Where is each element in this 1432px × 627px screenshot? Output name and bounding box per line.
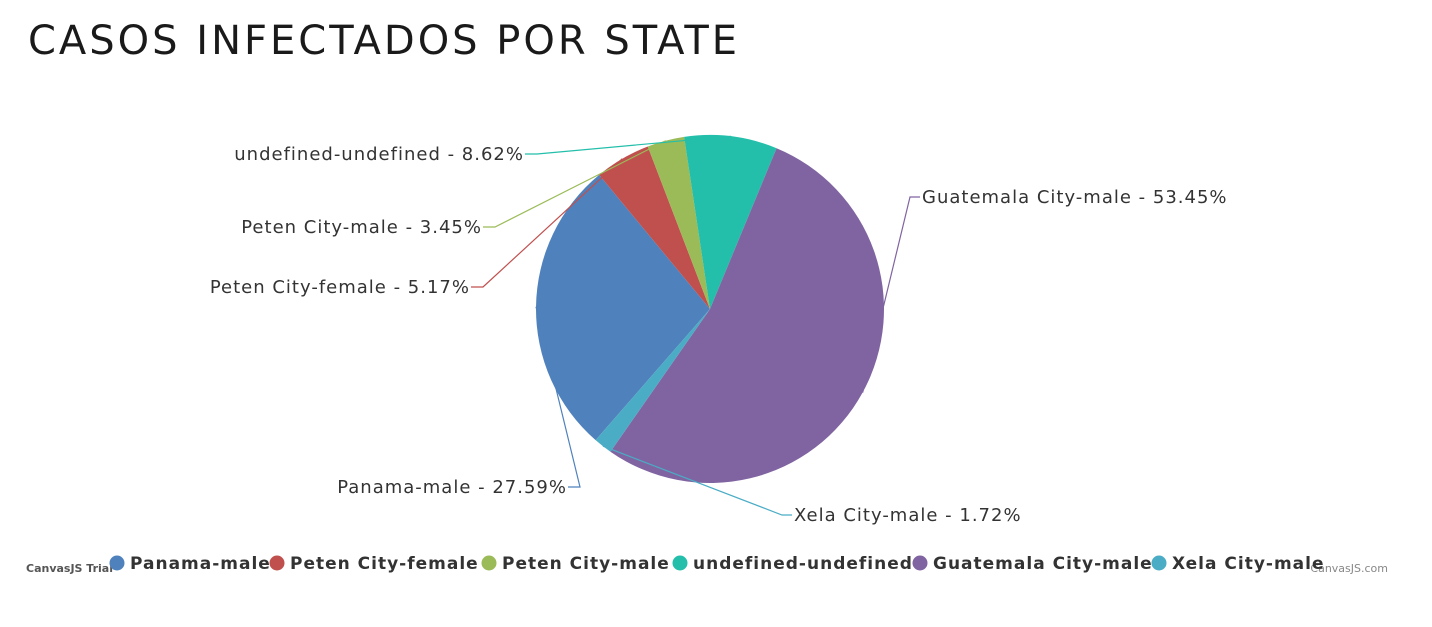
legend-item[interactable]: undefined-undefined [672,554,913,574]
legend-marker [481,555,497,571]
legend-item[interactable]: Peten City-male [481,554,670,574]
slice-label: Guatemala City-male - 53.45% [922,187,1228,208]
leader-line [862,196,920,393]
credit-right[interactable]: CanvasJS.com [1310,562,1388,575]
legend-label: Peten City-female [290,554,479,574]
label-leaders [471,135,920,516]
pie-slice-peten-city-female[interactable] [599,146,710,309]
legend-label: Panama-male [130,554,271,574]
legend-label: Xela City-male [1172,554,1325,574]
leader-line [525,135,732,155]
leader-line [471,158,623,288]
slice-labels: Panama-male - 27.59% Peten City-female - … [210,144,1228,526]
legend-marker [109,555,125,571]
slice-label: Xela City-male - 1.72% [794,505,1022,526]
leader-line [602,445,792,516]
legend: Panama-male Peten City-female Peten City-m… [109,554,1325,574]
leader-line [535,306,581,488]
pie-slices [535,135,884,483]
legend-item[interactable]: Peten City-female [269,554,479,574]
slice-label: undefined-undefined - 8.62% [234,144,524,165]
legend-item[interactable]: Guatemala City-male [912,554,1153,574]
legend-label: Guatemala City-male [933,554,1153,574]
pie-slice-undefined-undefined[interactable] [684,135,777,309]
slice-label: Peten City-female - 5.17% [210,277,470,298]
legend-item[interactable]: Panama-male [109,554,271,574]
legend-label: undefined-undefined [693,554,913,574]
chart-title: CASOS INFECTADOS POR STATE [28,18,741,64]
slice-label: Peten City-male - 3.45% [241,217,482,238]
legend-item[interactable]: Xela City-male [1151,554,1325,574]
pie-slice-xela-city-male[interactable] [595,309,710,452]
legend-marker [269,555,285,571]
pie-slice-panama-male[interactable] [535,174,710,441]
pie-slice-peten-city-male[interactable] [647,136,710,309]
credit-left[interactable]: CanvasJS Trial [26,562,113,575]
legend-label: Peten City-male [502,554,670,574]
pie-slice-guatemala-city-male[interactable] [610,148,884,483]
legend-marker [1151,555,1167,571]
leader-line [483,140,666,228]
legend-marker [912,555,928,571]
slice-label: Panama-male - 27.59% [337,477,567,498]
legend-marker [672,555,688,571]
